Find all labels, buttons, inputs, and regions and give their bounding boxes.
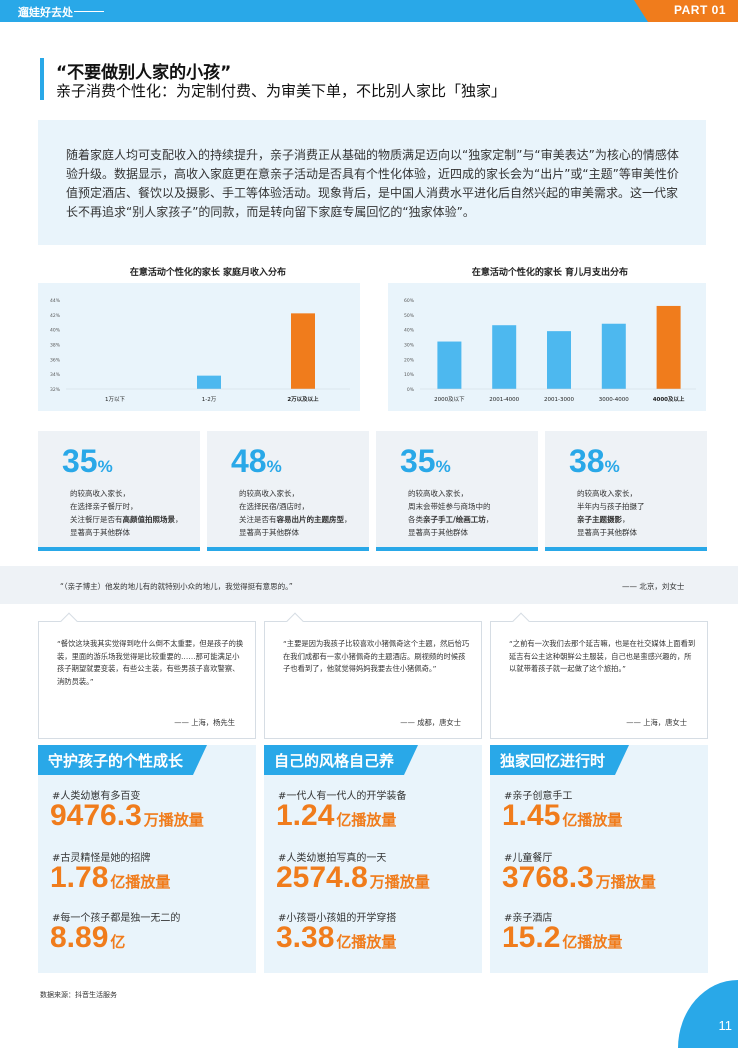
x-tick-label: 2001-4000 — [489, 397, 519, 403]
page-subtitle: 亲子消费个性化：为定制付费、为审美下单，不比别人家比「独家」 — [56, 82, 507, 100]
stat-description: 的较高收入家长， 半年内与孩子拍摄了 亲子主题摄影， 显著高于其他群体 — [577, 489, 645, 537]
y-tick-label: 20% — [404, 357, 415, 363]
panel-2: 自己的风格自己养 #一代人有一代人的开学装备 1.24 亿播放量 #人类幼崽拍写真… — [264, 745, 482, 973]
stat-number: 35% — [400, 443, 451, 479]
y-tick-label: 34% — [50, 372, 61, 378]
stat-description: 的较高收入家长， 在选择民宿/酒店时， 关注是否有容易出片的主题房型， 显著高于其… — [239, 489, 352, 537]
stat-number: 38% — [569, 443, 620, 479]
play-count: 9476.3 万播放量 — [50, 799, 204, 832]
part-label: PART 01 — [674, 3, 726, 17]
chart-1-title: 在意活动个性化的家长 家庭月收入分布 — [129, 268, 287, 278]
bar — [601, 323, 626, 389]
quote-notch — [286, 612, 304, 630]
bar — [437, 341, 462, 389]
hashtag: #亲子创意手工 — [504, 791, 573, 802]
stat-card-4: 38% 的较高收入家长， 半年内与孩子拍摄了 亲子主题摄影， 显著高于其他群体 — [545, 431, 707, 551]
stat-description: 的较高收入家长， 周末会带娃参与商场中的 各类亲子手工/绘画工坊， 显著高于其他群… — [408, 489, 494, 537]
y-tick-label: 10% — [404, 372, 415, 378]
stat-number: 35% — [62, 443, 113, 479]
y-tick-label: 44% — [50, 298, 61, 304]
y-tick-label: 32% — [50, 387, 61, 393]
quote-notch — [512, 612, 530, 630]
hashtag: #古灵精怪是她的招牌 — [52, 853, 151, 864]
quote-source: —— 上海，唐女士 — [626, 718, 687, 727]
panel-title: 守护孩子的个性成长 — [38, 745, 208, 775]
intro-text: 随着家庭人均可支配收入的持续提升，亲子消费正从基础的物质满足迈向以“独家定制”与… — [66, 148, 679, 219]
play-count: 8.89 亿 — [50, 921, 126, 954]
panel-3: 独家回忆进行时 #亲子创意手工 1.45 亿播放量 #儿童餐厅 3768.3 万播放… — [490, 745, 708, 973]
brand-divider — [74, 11, 104, 12]
x-tick-label: 1万以下 — [105, 396, 125, 403]
x-tick-label: 1-2万 — [202, 396, 217, 403]
quote-card-3: “之前有一次我们去那个延吉嘛，也是在社交媒体上面看到延吉有公主这种朝鲜公主服装，… — [490, 612, 708, 739]
quote-text: “之前有一次我们去那个延吉嘛，也是在社交媒体上面看到延吉有公主这种朝鲜公主服装，… — [509, 639, 696, 673]
bar — [291, 313, 315, 389]
hashtag: #一代人有一代人的开学装备 — [278, 791, 407, 802]
chart-2-title: 在意活动个性化的家长 育儿月支出分布 — [471, 268, 629, 278]
quote-source: —— 成都，唐女士 — [400, 718, 461, 727]
bar — [197, 375, 221, 389]
stat-card-3: 35% 的较高收入家长， 周末会带娃参与商场中的 各类亲子手工/绘画工坊， 显著高… — [376, 431, 538, 551]
bar — [656, 305, 681, 389]
chart-1-svg: 32% 34% 36% 38% 40% 42% 44% 1万以下 1-2万 2万以及以上 — [50, 298, 350, 403]
quote-notch — [60, 612, 78, 630]
hashtag: #小孩哥小孩姐的开学穿搭 — [278, 913, 397, 924]
play-count: 1.24 亿播放量 — [276, 799, 397, 832]
page-number: 11 — [718, 1018, 733, 1033]
panel-1: 守护孩子的个性成长 #人类幼崽有多百变 9476.3 万播放量 #古灵精怪是她的招… — [38, 745, 256, 973]
brand-label: 遛娃好去处 — [18, 6, 73, 19]
y-tick-label: 50% — [404, 313, 415, 319]
y-tick-label: 36% — [50, 357, 61, 363]
quote-text: “餐饮这块我其实觉得到吃什么倒不太重要，但是孩子的换装，里面的游乐场我觉得是比较… — [57, 639, 244, 686]
y-tick-label: 40% — [50, 328, 61, 334]
hashtag: #人类幼崽有多百变 — [52, 791, 141, 802]
quote-band-text: “（亲子博主）他发的地儿有的就特别小众的地儿，我觉得挺有意思的。” — [60, 582, 293, 591]
data-source: 数据来源：抖音生活服务 — [40, 991, 117, 999]
stat-description: 的较高收入家长， 在选择亲子餐厅时， 关注餐厅是否有高颜值拍照场景， 显著高于其他… — [70, 489, 183, 537]
quote-card-1: “餐饮这块我其实觉得到吃什么倒不太重要，但是孩子的换装，里面的游乐场我觉得是比较… — [38, 612, 256, 739]
y-tick-label: 38% — [50, 343, 61, 349]
intro-box — [38, 120, 706, 245]
y-tick-label: 0% — [407, 387, 415, 393]
panel-title: 独家回忆进行时 — [490, 745, 630, 775]
hashtag: #亲子酒店 — [504, 913, 553, 924]
quote-source: —— 上海，杨先生 — [174, 718, 235, 727]
quote-band-source: —— 北京，刘女士 — [622, 582, 685, 591]
play-count: 2574.8 万播放量 — [276, 861, 430, 894]
bar — [547, 331, 571, 389]
corner-decoration — [678, 980, 738, 1048]
page-title: “不要做别人家的小孩” — [56, 63, 232, 83]
quote-card-2: “主要是因为我孩子比较喜欢小猪佩奇这个主题，然后恰巧在我们成都有一家小猪佩奇的主… — [264, 612, 482, 739]
quote-band — [0, 566, 738, 604]
play-count: 1.78 亿播放量 — [50, 861, 171, 894]
y-tick-label: 30% — [404, 343, 415, 349]
hashtag: #每一个孩子都是独一无二的 — [52, 913, 181, 924]
y-tick-label: 40% — [404, 328, 415, 334]
part-tab — [634, 0, 738, 22]
hashtag: #人类幼崽拍写真的一天 — [278, 853, 387, 864]
chart-1-box: 32% 34% 36% 38% 40% 42% 44% 1万以下 1-2万 2万以及以上 — [38, 283, 360, 411]
panel-title: 自己的风格自己养 — [264, 745, 419, 775]
x-tick-label: 4000及以上 — [653, 395, 685, 403]
stat-card-2: 48% 的较高收入家长， 在选择民宿/酒店时， 关注是否有容易出片的主题房型， 显… — [207, 431, 369, 551]
top-bar — [0, 0, 738, 22]
stat-number: 48% — [231, 443, 282, 479]
chart-2-svg: 0% 10% 20% 30% 40% 50% 60% 2000及以下 2001-4000 2001… — [404, 298, 696, 403]
play-count: 3768.3 万播放量 — [502, 861, 656, 894]
stat-card-1: 35% 的较高收入家长， 在选择亲子餐厅时， 关注餐厅是否有高颜值拍照场景， 显著… — [38, 431, 200, 551]
title-accent-bar — [40, 58, 44, 100]
hashtag: #儿童餐厅 — [504, 853, 553, 864]
bar — [492, 325, 517, 389]
x-tick-label: 2000及以下 — [434, 396, 465, 403]
y-tick-label: 42% — [50, 313, 61, 319]
play-count: 1.45 亿播放量 — [502, 799, 623, 832]
play-count: 15.2 亿播放量 — [502, 921, 623, 954]
y-tick-label: 60% — [404, 298, 415, 304]
quote-text: “主要是因为我孩子比较喜欢小猪佩奇这个主题，然后恰巧在我们成都有一家小猪佩奇的主… — [283, 639, 470, 673]
x-tick-label: 2001-3000 — [544, 397, 574, 403]
chart-2-box: 0% 10% 20% 30% 40% 50% 60% 2000及以下 2001-4000 2001… — [388, 283, 706, 411]
x-tick-label: 2万以及以上 — [287, 395, 319, 403]
x-tick-label: 3000-4000 — [599, 397, 629, 403]
play-count: 3.38 亿播放量 — [276, 921, 397, 954]
